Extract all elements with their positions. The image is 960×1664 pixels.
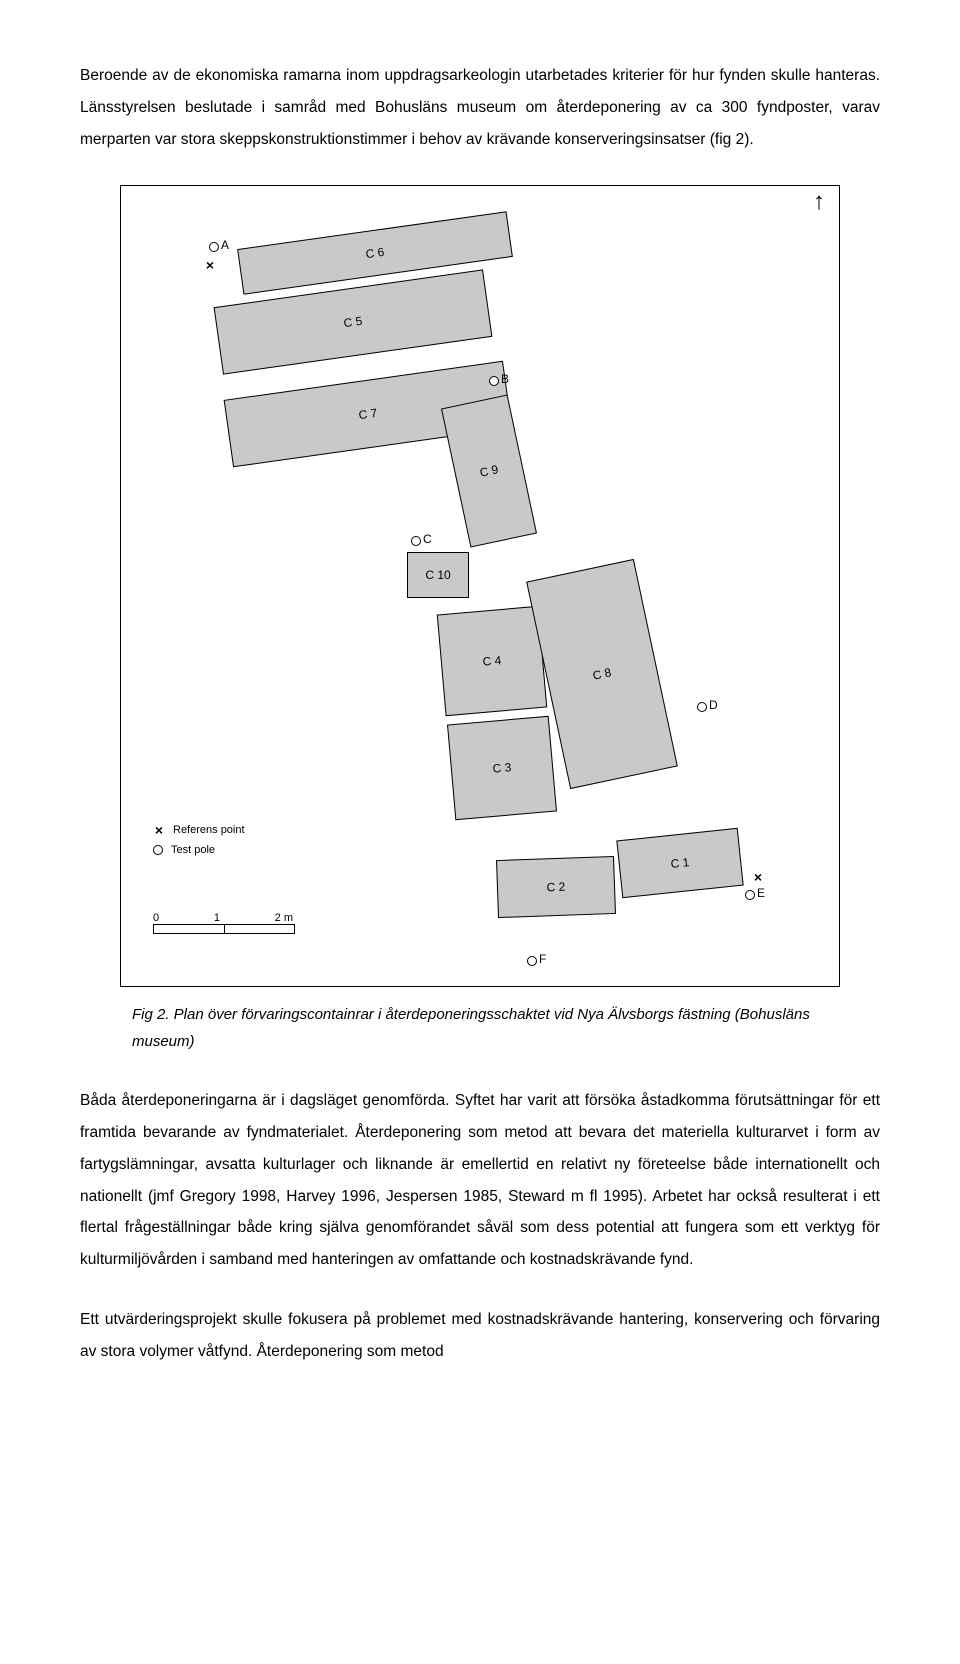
legend-testpole: Test pole [153, 840, 245, 860]
figure-2-caption: Fig 2. Plan över förvaringscontainrar i … [132, 1001, 832, 1055]
scale-0: 0 [153, 912, 159, 924]
paragraph-3a: Båda återdeponeringarna är i dagsläget g… [80, 1092, 450, 1109]
scale-1: 1 [214, 912, 220, 924]
container-c9: C 9 [441, 395, 537, 548]
ref-cross-1: × [751, 870, 765, 884]
point-C [411, 536, 421, 546]
legend: × Referens point Test pole [153, 820, 245, 860]
point-A [209, 242, 219, 252]
container-c10: C 10 [407, 552, 469, 598]
circle-icon [153, 845, 163, 855]
point-label-C: C [423, 532, 432, 546]
point-D [697, 702, 707, 712]
point-label-B: B [501, 372, 509, 386]
cross-icon: × [153, 820, 165, 840]
container-c4: C 4 [437, 606, 548, 717]
north-arrow-icon: ↑ [813, 190, 825, 214]
paragraph-1-s2: Länsstyrelsen beslutade i samråd med Boh… [80, 99, 880, 148]
legend-referens-label: Referens point [173, 820, 245, 840]
legend-referens: × Referens point [153, 820, 245, 840]
point-label-F: F [539, 952, 546, 966]
container-c3: C 3 [447, 716, 557, 821]
paragraph-1-s1: Beroende av de ekonomiska ramarna inom u… [80, 67, 880, 84]
paragraph-3: Båda återdeponeringarna är i dagsläget g… [80, 1085, 880, 1276]
point-F [527, 956, 537, 966]
container-c1: C 1 [616, 828, 743, 898]
diagram-canvas: × Referens point Test pole 0 1 2 m C 6C … [149, 210, 809, 970]
paragraph-4: Ett utvärderingsprojekt skulle fokusera … [80, 1304, 880, 1368]
paragraph-1: Beroende av de ekonomiska ramarna inom u… [80, 60, 880, 155]
point-label-E: E [757, 886, 765, 900]
paragraph-3c: Återdeponering som metod att bevara det … [80, 1124, 880, 1268]
legend-testpole-label: Test pole [171, 840, 215, 860]
point-label-A: A [221, 238, 229, 252]
container-c2: C 2 [496, 856, 616, 918]
point-label-D: D [709, 698, 718, 712]
point-E [745, 890, 755, 900]
scale-2: 2 m [275, 912, 293, 924]
ref-cross-0: × [203, 258, 217, 272]
scale-bar: 0 1 2 m [153, 910, 295, 934]
figure-2-plan: ↑ × Referens point Test pole 0 1 2 m C 6… [120, 185, 840, 987]
